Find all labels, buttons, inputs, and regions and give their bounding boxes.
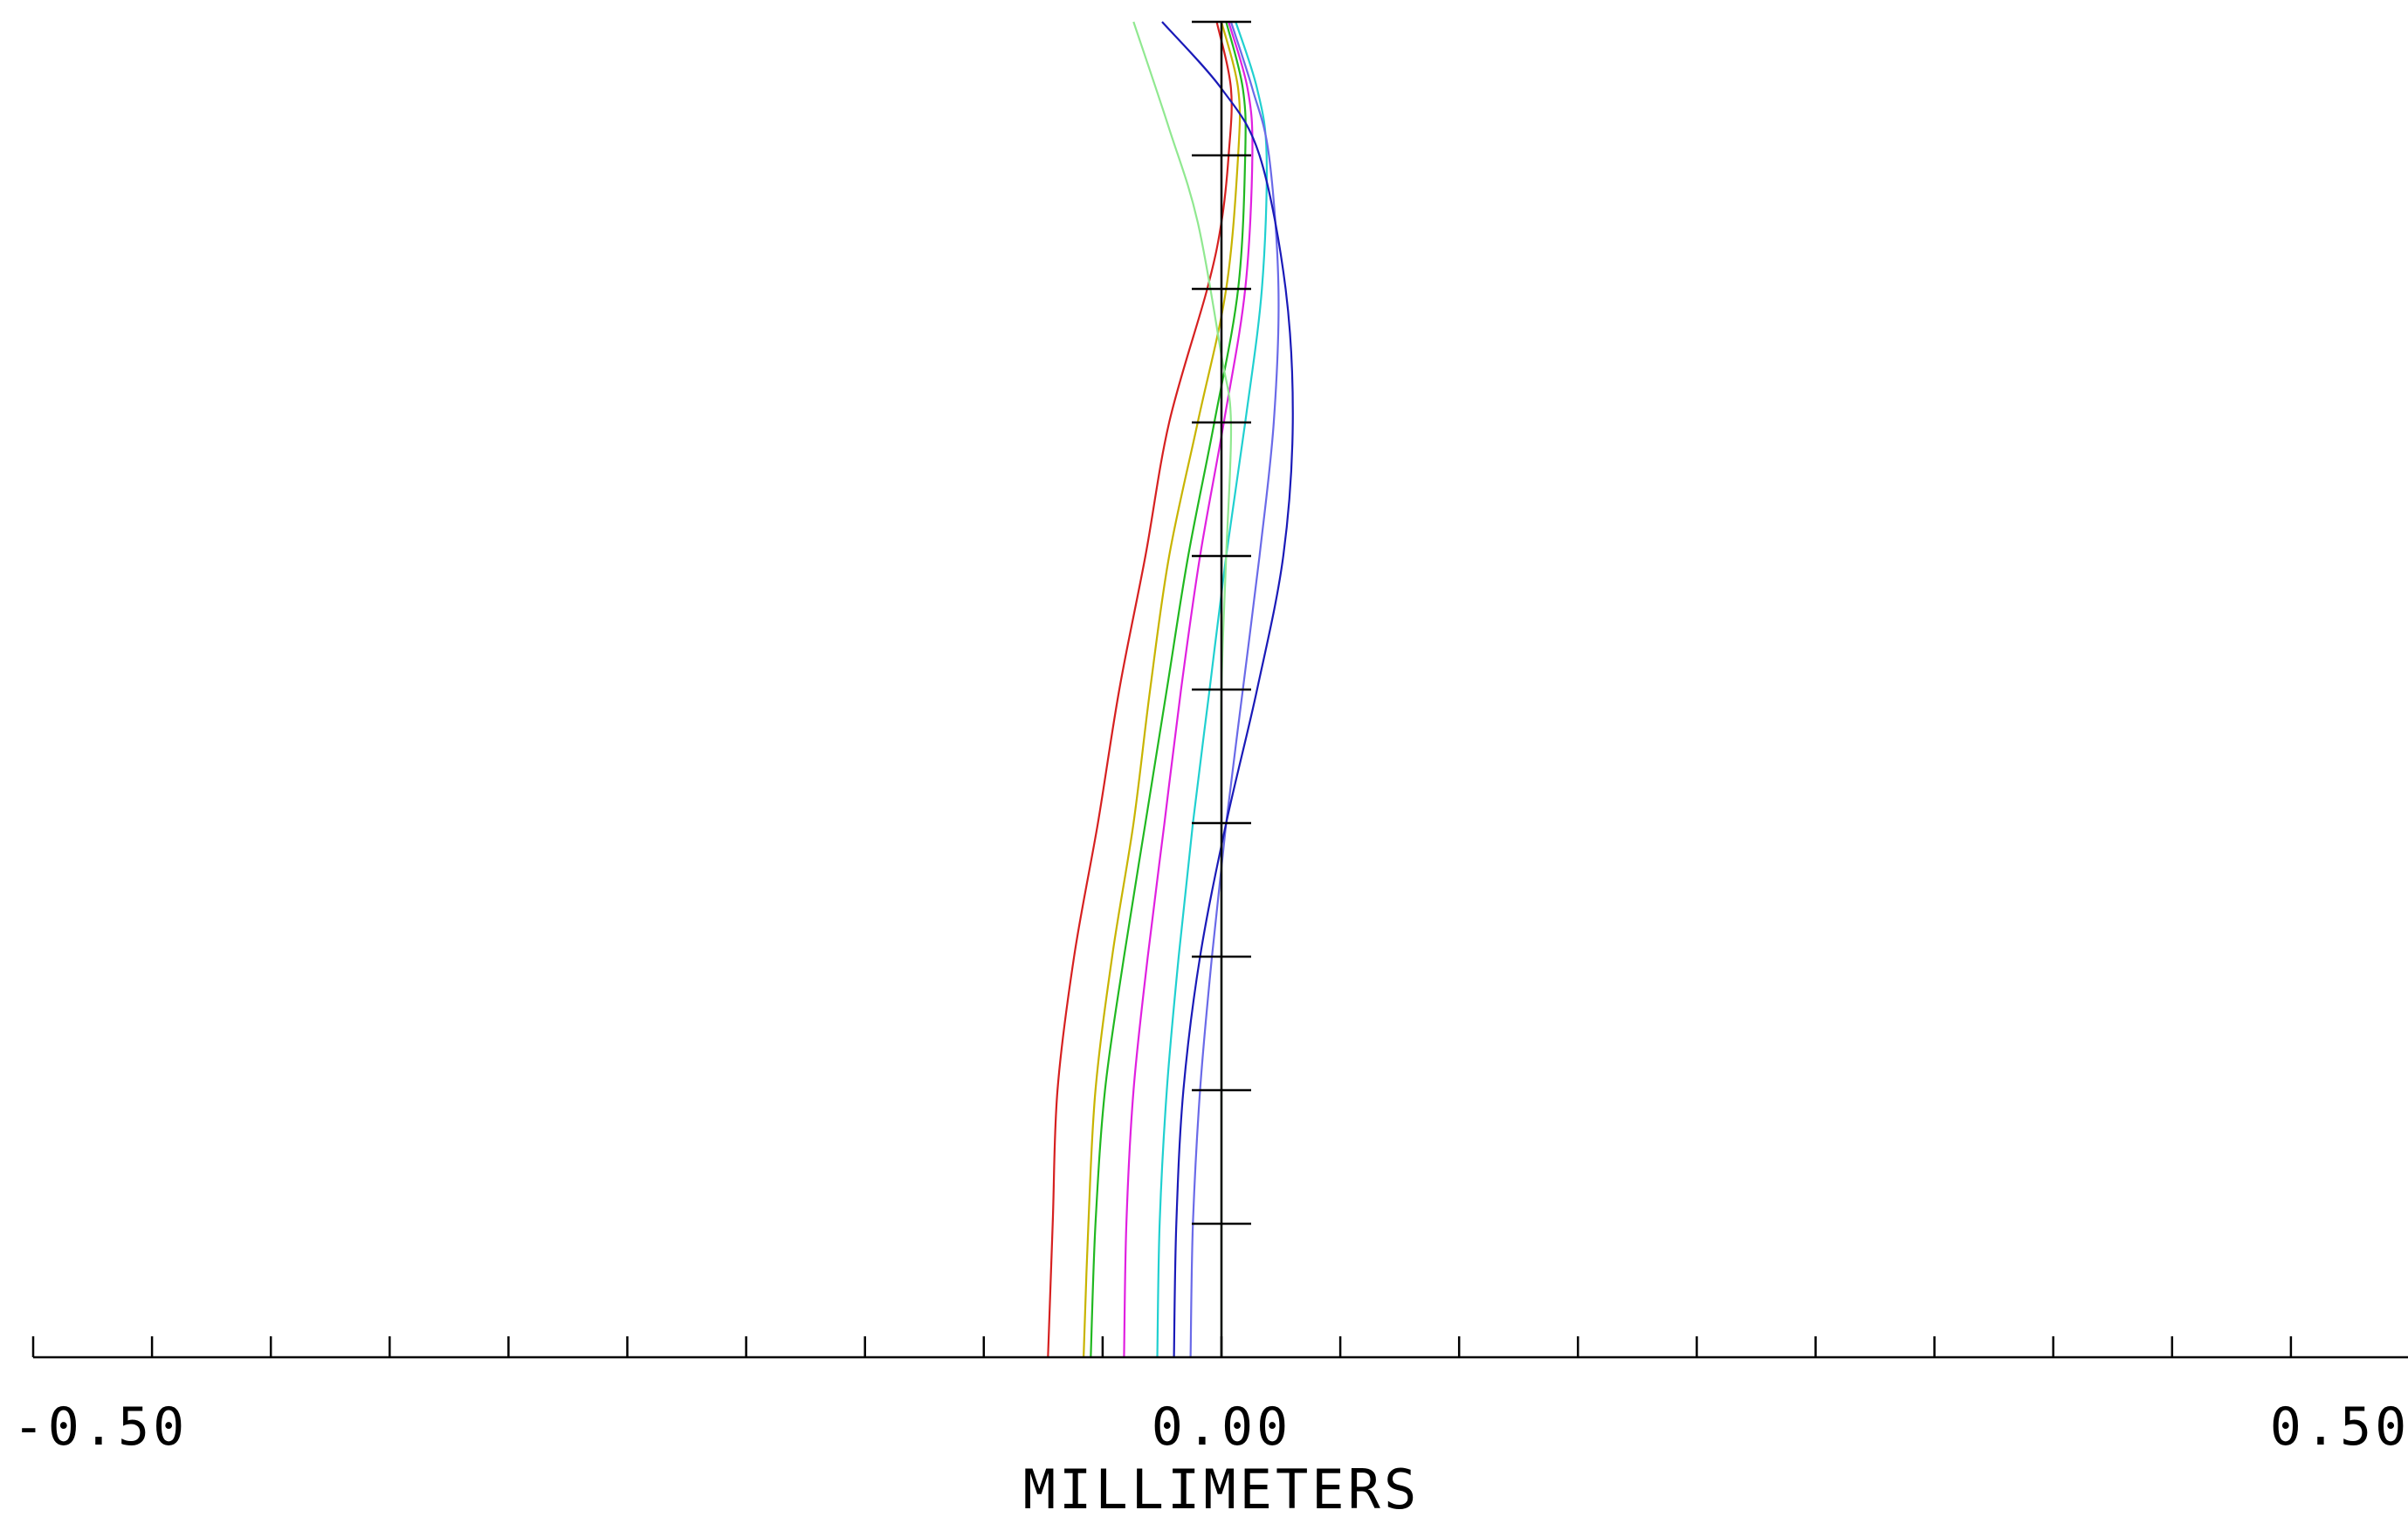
series-line-6 [1189,21,1280,1358]
series-line-4 [1123,21,1254,1358]
label-layer: -0.50 0.00 0.50 MILLIMETERS [13,1397,2408,1517]
x-tick-label: 0.50 [2270,1397,2408,1458]
series-layer [1047,21,1294,1358]
series-line-1 [1047,21,1233,1358]
series-line-3 [1090,21,1247,1358]
x-tick-label: 0.00 [1152,1397,1292,1458]
x-axis-title: MILLIMETERS [1023,1458,1421,1517]
x-tick-label: -0.50 [13,1397,189,1458]
axis-layer [31,20,2408,1359]
series-line-2 [1083,21,1242,1358]
series-line-7 [1161,21,1294,1358]
